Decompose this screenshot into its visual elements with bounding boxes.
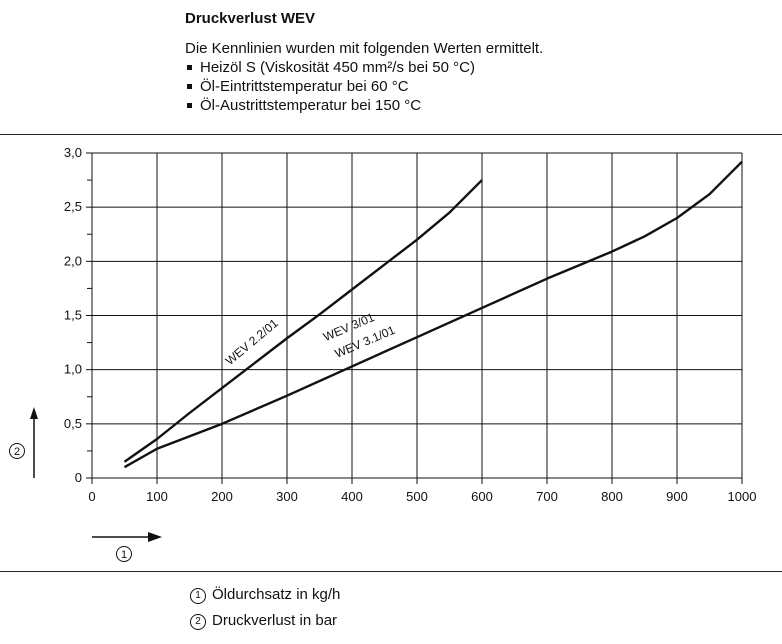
x-axis-arrow-head [148, 532, 162, 542]
intro-text: Die Kennlinien wurden mit folgenden Wert… [185, 40, 544, 57]
x-tick-label: 900 [666, 489, 688, 504]
y-axis-arrow-head [30, 407, 38, 419]
x-tick-label: 200 [211, 489, 233, 504]
legend-label-1: Öldurchsatz in kg/h [212, 586, 341, 603]
condition-list: Heizöl S (Viskosität 450 mm²/s bei 50 °C… [185, 58, 475, 115]
condition-item: Öl-Austrittstemperatur bei 150 °C [185, 96, 475, 115]
x-tick-label: 500 [406, 489, 428, 504]
x-tick-label: 800 [601, 489, 623, 504]
series-line-1 [123, 179, 483, 463]
legend-item-2: 2 Druckverlust in bar [190, 612, 337, 630]
y-axis-marker: 2 [14, 446, 20, 458]
x-tick-label: 600 [471, 489, 493, 504]
x-tick-label: 100 [146, 489, 168, 504]
y-tick-label: 1,0 [64, 362, 82, 377]
legend-marker-1: 1 [190, 588, 206, 604]
condition-item: Öl-Eintrittstemperatur bei 60 °C [185, 77, 475, 96]
bottom-divider [0, 571, 782, 572]
y-tick-label: 3,0 [64, 145, 82, 160]
y-tick-label: 2,5 [64, 199, 82, 214]
x-tick-label: 0 [88, 489, 95, 504]
top-divider [0, 134, 782, 135]
series-line-2 [123, 160, 743, 469]
y-tick-label: 0 [75, 470, 82, 485]
y-axis-marker-circle [9, 443, 25, 459]
y-tick-label: 0,5 [64, 416, 82, 431]
chart-heading: Druckverlust WEV [185, 10, 316, 27]
x-tick-label: 400 [341, 489, 363, 504]
y-tick-label: 2,0 [64, 253, 82, 268]
legend-marker-2: 2 [190, 614, 206, 630]
condition-item: Heizöl S (Viskosität 450 mm²/s bei 50 °C… [185, 58, 475, 77]
legend-label-2: Druckverlust in bar [212, 612, 338, 629]
series-label-1: WEV 2.2/01 [223, 316, 281, 368]
x-tick-label: 300 [276, 489, 298, 504]
pressure-loss-chart: 0 0,5 1,0 1,5 2,0 2,5 3,0 0 100 200 300 400 500 600 70… [9, 145, 757, 562]
x-axis-marker: 1 [121, 549, 127, 561]
y-tick-label: 1,5 [64, 308, 82, 323]
x-tick-label: 1000 [728, 489, 757, 504]
x-tick-label: 700 [536, 489, 558, 504]
legend-item-1: 1 Öldurchsatz in kg/h [190, 586, 340, 604]
x-axis-marker-circle [116, 546, 132, 562]
